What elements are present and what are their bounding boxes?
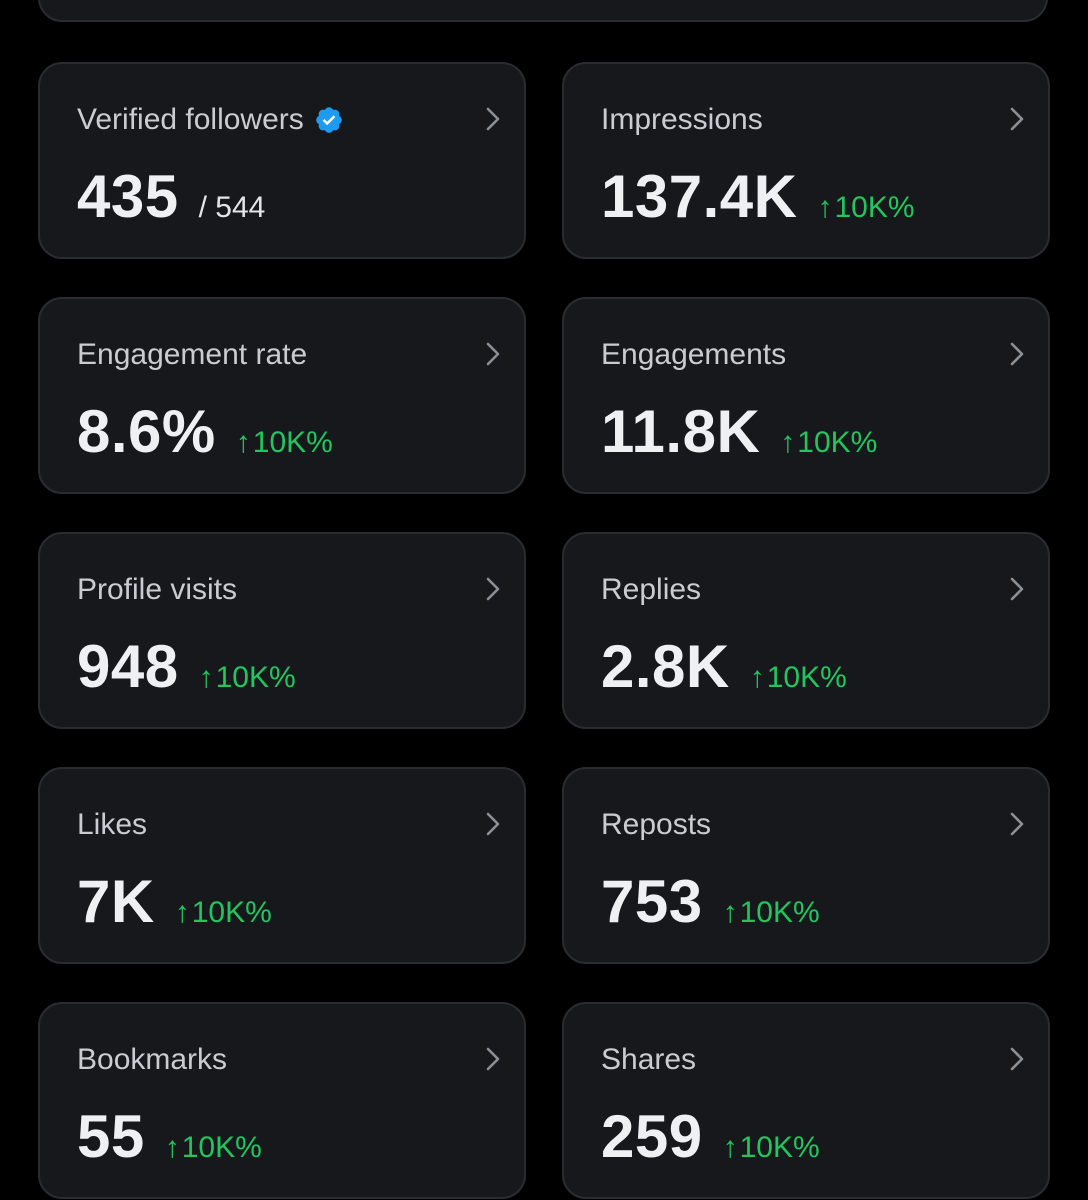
metric-title: Verified followers <box>77 102 344 138</box>
metric-value: 55 <box>77 1103 145 1170</box>
metric-delta: ↑ 10K% <box>750 661 847 695</box>
arrow-up-icon: ↑ <box>235 426 251 459</box>
metric-card-shares[interactable]: Shares 259 ↑ 10K% <box>562 1002 1050 1199</box>
chevron-right-icon[interactable] <box>482 574 504 604</box>
metric-title-text: Replies <box>601 573 702 606</box>
metric-card-profile-visits[interactable]: Profile visits 948 ↑ 10K% <box>38 532 526 729</box>
metric-card-engagement-rate[interactable]: Engagement rate 8.6% ↑ 10K% <box>38 297 526 494</box>
metric-title-text: Likes <box>77 808 148 841</box>
metric-title: Engagement rate <box>77 337 307 373</box>
chevron-right-icon[interactable] <box>1006 574 1028 604</box>
metric-delta-text: 10K% <box>797 426 878 459</box>
metric-card-replies[interactable]: Replies 2.8K ↑ 10K% <box>562 532 1050 729</box>
metric-title: Impressions <box>601 102 763 138</box>
metric-title-text: Reposts <box>601 808 712 841</box>
metric-delta: ↑ 10K% <box>780 426 877 460</box>
metric-delta: ↑ 10K% <box>165 1131 262 1165</box>
metric-value: 137.4K <box>601 163 798 230</box>
metric-delta: ↑ 10K% <box>199 661 296 695</box>
metric-delta: ↑ 10K% <box>723 1131 820 1165</box>
metric-value-row: 753 ↑ 10K% <box>601 867 820 937</box>
metric-value-row: 55 ↑ 10K% <box>77 1102 262 1172</box>
metric-delta-text: 10K% <box>766 661 847 694</box>
metric-delta: ↑ 10K% <box>817 191 914 225</box>
metric-title: Reposts <box>601 807 711 843</box>
metric-value-row: 2.8K ↑ 10K% <box>601 632 847 702</box>
chevron-right-icon[interactable] <box>482 339 504 369</box>
arrow-up-icon: ↑ <box>722 896 738 929</box>
chevron-right-icon[interactable] <box>482 104 504 134</box>
arrow-up-icon: ↑ <box>780 426 796 459</box>
metric-title: Likes <box>77 807 147 843</box>
arrow-up-icon: ↑ <box>817 191 833 224</box>
metric-card-impressions[interactable]: Impressions 137.4K ↑ 10K% <box>562 62 1050 259</box>
metric-delta-text: 10K% <box>191 896 272 929</box>
metric-title-text: Impressions <box>601 103 763 136</box>
metric-title: Shares <box>601 1042 696 1078</box>
chevron-right-icon[interactable] <box>1006 1044 1028 1074</box>
metric-delta: ↑ 10K% <box>175 896 272 930</box>
chevron-right-icon[interactable] <box>482 809 504 839</box>
arrow-up-icon: ↑ <box>722 1131 738 1164</box>
arrow-up-icon: ↑ <box>749 661 765 694</box>
metric-value: 435 <box>77 163 179 230</box>
metric-value: 948 <box>77 633 179 700</box>
metric-card-likes[interactable]: Likes 7K ↑ 10K% <box>38 767 526 964</box>
metric-value: 11.8K <box>601 398 761 465</box>
chevron-right-icon[interactable] <box>1006 104 1028 134</box>
metric-card-verified-followers[interactable]: Verified followers 435 / 544 <box>38 62 526 259</box>
arrow-up-icon: ↑ <box>198 661 214 694</box>
chevron-right-icon[interactable] <box>1006 809 1028 839</box>
metric-value-row: 435 / 544 <box>77 162 265 232</box>
previous-card[interactable] <box>38 0 1048 22</box>
metric-value: 2.8K <box>601 633 730 700</box>
metric-delta-text: 10K% <box>739 1131 820 1164</box>
metric-delta-text: 10K% <box>739 896 820 929</box>
metric-value: 7K <box>77 868 155 935</box>
metric-card-bookmarks[interactable]: Bookmarks 55 ↑ 10K% <box>38 1002 526 1199</box>
metrics-grid: Verified followers 435 / 544 Impressions <box>38 62 1050 1199</box>
metric-title-text: Engagements <box>601 338 787 371</box>
metric-total: / 544 <box>198 191 266 224</box>
metric-title-text: Shares <box>601 1043 697 1076</box>
metric-value-row: 7K ↑ 10K% <box>77 867 272 937</box>
metric-value: 259 <box>601 1103 703 1170</box>
metric-value: 753 <box>601 868 703 935</box>
metric-title-text: Profile visits <box>77 573 238 606</box>
metric-title: Bookmarks <box>77 1042 227 1078</box>
metric-title-text: Bookmarks <box>77 1043 228 1076</box>
metric-delta-text: 10K% <box>252 426 333 459</box>
chevron-right-icon[interactable] <box>482 1044 504 1074</box>
metric-value-row: 948 ↑ 10K% <box>77 632 296 702</box>
metric-delta-text: 10K% <box>215 661 296 694</box>
metric-title: Profile visits <box>77 572 237 608</box>
arrow-up-icon: ↑ <box>174 896 190 929</box>
metric-title: Engagements <box>601 337 786 373</box>
metric-value-row: 8.6% ↑ 10K% <box>77 397 333 467</box>
metric-delta-text: 10K% <box>834 191 915 224</box>
metric-value-row: 259 ↑ 10K% <box>601 1102 820 1172</box>
verified-badge-icon <box>314 105 344 135</box>
metric-card-reposts[interactable]: Reposts 753 ↑ 10K% <box>562 767 1050 964</box>
metric-value-row: 137.4K ↑ 10K% <box>601 162 915 232</box>
metric-value-row: 11.8K ↑ 10K% <box>601 397 877 467</box>
metric-value: 8.6% <box>77 398 216 465</box>
metric-title-text: Engagement rate <box>77 338 308 371</box>
metric-delta: ↑ 10K% <box>723 896 820 930</box>
metric-title-text: Verified followers <box>77 103 304 136</box>
arrow-up-icon: ↑ <box>164 1131 180 1164</box>
metric-delta: ↑ 10K% <box>236 426 333 460</box>
chevron-right-icon[interactable] <box>1006 339 1028 369</box>
metric-title: Replies <box>601 572 701 608</box>
metric-delta-text: 10K% <box>181 1131 262 1164</box>
metric-card-engagements[interactable]: Engagements 11.8K ↑ 10K% <box>562 297 1050 494</box>
